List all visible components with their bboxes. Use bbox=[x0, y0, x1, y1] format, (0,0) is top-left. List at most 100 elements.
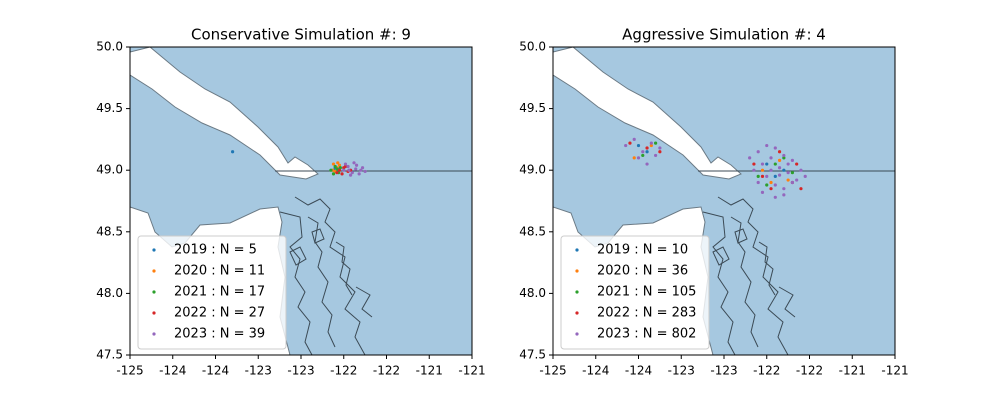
point bbox=[636, 156, 641, 160]
point bbox=[645, 162, 649, 166]
point bbox=[782, 193, 786, 197]
point bbox=[329, 168, 333, 172]
point bbox=[782, 168, 786, 172]
point bbox=[346, 164, 350, 169]
point bbox=[756, 174, 760, 178]
legend-label: 2022 : N = 27 bbox=[174, 306, 265, 321]
point bbox=[645, 146, 649, 150]
point bbox=[786, 162, 790, 166]
point bbox=[335, 171, 339, 175]
point bbox=[777, 158, 782, 162]
point bbox=[649, 143, 653, 148]
point bbox=[360, 166, 365, 170]
legend-label: 2023 : N = 39 bbox=[174, 327, 265, 342]
point bbox=[777, 150, 782, 154]
x-tick-label: -122 bbox=[330, 364, 357, 378]
point bbox=[357, 172, 361, 176]
x-tick-label: -121 bbox=[458, 364, 485, 378]
point bbox=[342, 168, 346, 172]
legend-label: 2020 : N = 36 bbox=[597, 264, 688, 279]
y-tick-label: 49.0 bbox=[519, 163, 546, 177]
point bbox=[352, 161, 356, 165]
legend-label: 2021 : N = 105 bbox=[597, 285, 696, 300]
point bbox=[765, 143, 769, 148]
y-tick-label: 49.5 bbox=[96, 101, 123, 115]
legend-box bbox=[560, 235, 710, 350]
x-tick-label: -125 bbox=[116, 364, 143, 378]
y-tick-label: 48.5 bbox=[519, 224, 546, 238]
point bbox=[338, 166, 342, 170]
point bbox=[632, 137, 636, 141]
point bbox=[765, 162, 769, 166]
point bbox=[654, 141, 658, 145]
legend-marker bbox=[152, 269, 156, 273]
legend-label: 2020 : N = 11 bbox=[174, 264, 265, 279]
y-tick-label: 50.0 bbox=[519, 40, 546, 54]
x-tick-label: -124 bbox=[159, 364, 186, 378]
point bbox=[756, 180, 760, 185]
legend-marker bbox=[575, 290, 579, 294]
point bbox=[333, 164, 337, 169]
x-tick-label: -123 bbox=[710, 364, 737, 378]
point bbox=[795, 178, 799, 182]
point bbox=[645, 150, 649, 154]
point bbox=[773, 183, 777, 187]
point bbox=[347, 168, 351, 172]
x-tick-label: -121 bbox=[416, 364, 443, 378]
point bbox=[790, 180, 794, 185]
x-tick-label: -121 bbox=[839, 364, 866, 378]
x-tick-label: -123 bbox=[287, 364, 314, 378]
point bbox=[641, 150, 645, 154]
point bbox=[641, 153, 645, 158]
point bbox=[790, 171, 794, 175]
point bbox=[777, 166, 782, 170]
point bbox=[795, 162, 799, 166]
point bbox=[786, 171, 790, 175]
point bbox=[760, 174, 765, 178]
x-tick-label: -122 bbox=[753, 364, 780, 378]
point bbox=[632, 156, 636, 160]
point bbox=[337, 168, 342, 172]
point bbox=[336, 161, 340, 165]
legend: 2019 : N = 10 2020 : N = 36 2021 : N = 105… bbox=[560, 235, 710, 350]
legend-marker bbox=[152, 290, 156, 294]
point bbox=[786, 178, 790, 182]
y-tick-label: 47.5 bbox=[96, 348, 123, 362]
point bbox=[331, 172, 336, 176]
x-tick-label: -124 bbox=[582, 364, 609, 378]
y-tick-label: 48.5 bbox=[96, 224, 123, 238]
legend-marker bbox=[152, 332, 156, 336]
legend-label: 2022 : N = 283 bbox=[597, 306, 696, 321]
point bbox=[752, 162, 756, 166]
point bbox=[340, 172, 344, 176]
legend-label: 2019 : N = 10 bbox=[597, 243, 688, 258]
x-tick-label: -123 bbox=[668, 364, 695, 378]
point bbox=[760, 162, 765, 166]
y-tick-label: 50.0 bbox=[96, 40, 123, 54]
chart-title: Conservative Simulation #: 9 bbox=[191, 26, 411, 44]
point bbox=[348, 173, 353, 177]
point bbox=[760, 190, 765, 194]
point bbox=[782, 153, 786, 158]
point bbox=[359, 168, 363, 172]
point bbox=[799, 168, 803, 172]
x-tick-label: -122 bbox=[373, 364, 400, 378]
y-tick-label: 48.0 bbox=[96, 286, 123, 300]
y-tick-label: 49.0 bbox=[96, 163, 123, 177]
legend: 2019 : N = 5 2020 : N = 11 2021 : N = 17 20… bbox=[137, 235, 287, 350]
legend-label: 2021 : N = 17 bbox=[174, 285, 265, 300]
point bbox=[628, 141, 632, 145]
point bbox=[636, 143, 641, 148]
point bbox=[799, 187, 803, 191]
point bbox=[760, 168, 765, 172]
point bbox=[803, 174, 807, 178]
legend-label: 2023 : N = 802 bbox=[597, 327, 696, 342]
x-tick-label: -124 bbox=[625, 364, 652, 378]
x-tick-label: -122 bbox=[796, 364, 823, 378]
point bbox=[748, 156, 752, 160]
point bbox=[777, 173, 782, 177]
point bbox=[343, 162, 348, 166]
point bbox=[649, 141, 653, 145]
x-tick-label: -125 bbox=[539, 364, 566, 378]
